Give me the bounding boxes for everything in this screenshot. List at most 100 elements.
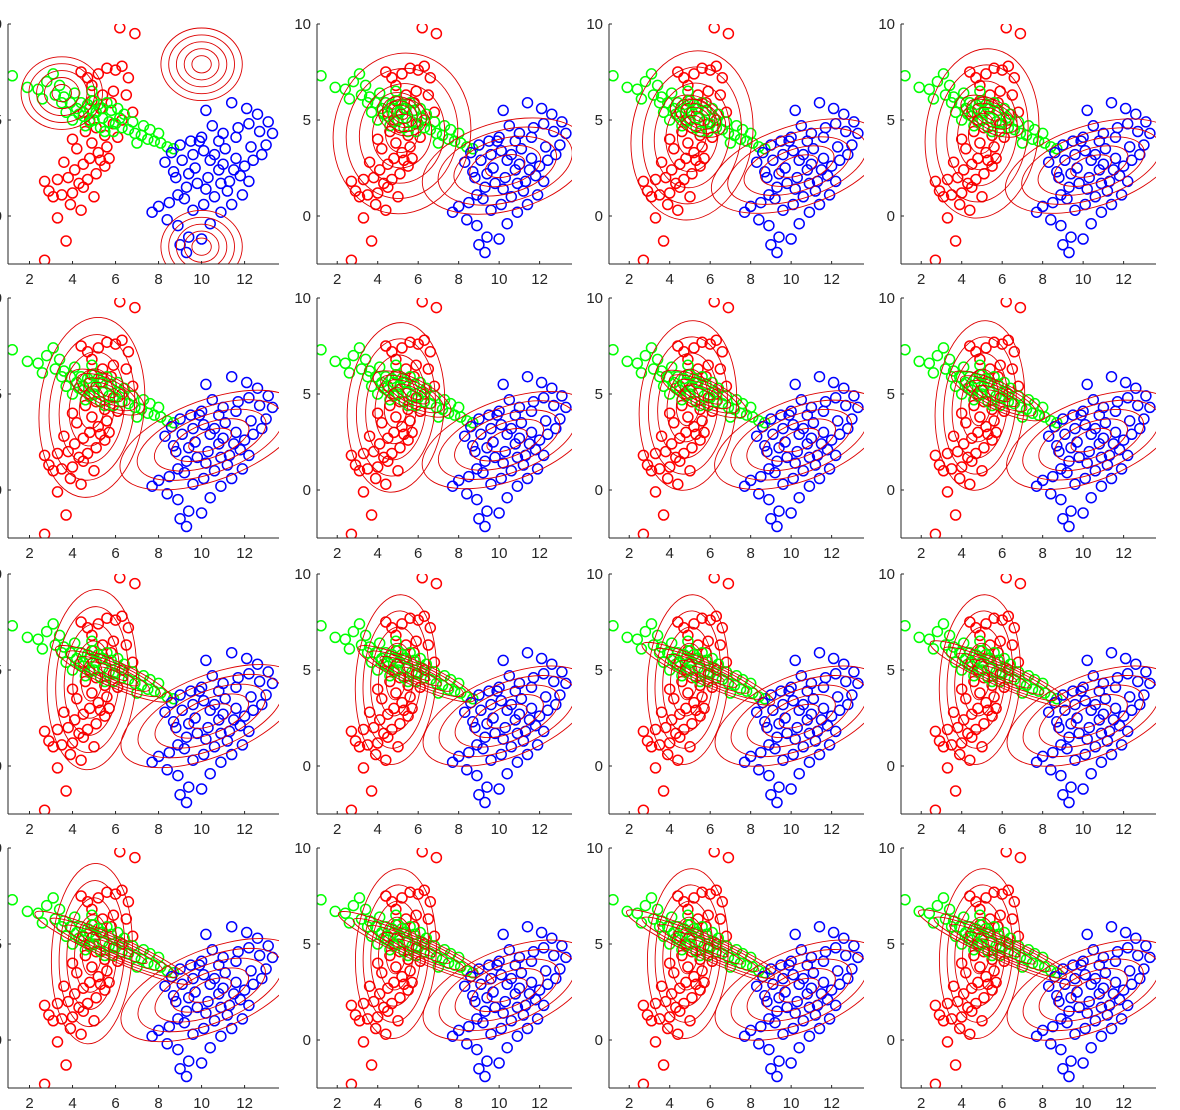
point-red — [702, 635, 714, 647]
contour-ellipse — [354, 594, 437, 765]
point-red — [345, 254, 358, 264]
point-blue — [797, 465, 810, 477]
x-tick-label: 12 — [823, 1095, 840, 1110]
point-blue — [533, 984, 546, 996]
point-blue — [159, 156, 171, 168]
point-green — [339, 357, 352, 370]
point-green — [32, 907, 44, 920]
point-blue — [1121, 999, 1134, 1012]
point-red — [953, 472, 966, 485]
point-red — [706, 955, 718, 968]
point-blue — [1134, 422, 1146, 435]
point-red — [974, 79, 986, 92]
point-blue — [180, 246, 193, 259]
point-blue — [773, 505, 785, 517]
point-red — [83, 702, 96, 715]
point-blue — [1089, 741, 1102, 753]
point-blue — [823, 463, 836, 475]
point-green — [137, 394, 150, 406]
point-green — [686, 380, 698, 393]
point-blue — [477, 742, 489, 755]
contour-ellipse — [153, 408, 267, 472]
x-tick-label: 6 — [111, 271, 119, 288]
point-blue — [219, 143, 231, 155]
point-blue — [1105, 96, 1118, 109]
x-tick-label: 2 — [917, 821, 925, 838]
point-blue — [481, 781, 493, 793]
point-blue — [511, 1001, 524, 1014]
point-red — [369, 748, 382, 761]
point-blue — [1063, 1070, 1075, 1083]
point-red — [941, 997, 954, 1010]
point-blue — [525, 976, 538, 989]
contour-ellipse — [1037, 136, 1145, 196]
point-green — [66, 114, 79, 126]
point-red — [345, 528, 358, 538]
point-blue — [829, 942, 842, 954]
point-red — [716, 896, 729, 908]
point-blue — [755, 470, 767, 483]
point-green — [53, 79, 66, 92]
x-tick-label: 10 — [1075, 271, 1092, 288]
point-blue — [1065, 442, 1077, 454]
point-blue — [803, 727, 816, 740]
point-red — [90, 992, 102, 1004]
point-blue — [785, 233, 797, 245]
contour-ellipse — [154, 683, 266, 749]
point-blue — [208, 1015, 221, 1027]
point-blue — [773, 168, 785, 180]
point-green — [937, 618, 950, 630]
point-blue — [260, 689, 272, 701]
point-green — [949, 656, 962, 669]
x-tick-label: 10 — [193, 545, 210, 562]
point-blue — [1047, 470, 1059, 483]
point-green — [96, 102, 109, 115]
point-blue — [1105, 920, 1118, 933]
contour-ellipse — [391, 104, 413, 124]
point-red — [120, 363, 133, 375]
point-red — [62, 171, 74, 184]
point-red — [66, 957, 79, 969]
point-red — [424, 622, 437, 634]
point-red — [71, 143, 83, 155]
contour-ellipse — [332, 52, 472, 215]
point-blue — [771, 796, 783, 809]
point-blue — [493, 783, 505, 795]
point-green — [339, 633, 352, 646]
point-blue — [215, 756, 227, 768]
point-blue — [225, 472, 238, 485]
x-tick-label: 2 — [25, 1095, 33, 1110]
point-green — [359, 903, 372, 916]
point-red — [655, 156, 668, 168]
point-green — [712, 658, 725, 670]
point-blue — [1077, 783, 1089, 795]
y-tick-label: 10 — [586, 840, 603, 857]
y-tick-label: 10 — [0, 566, 2, 583]
contour-ellipse — [438, 949, 572, 1032]
point-blue — [1085, 217, 1097, 230]
point-red — [976, 741, 988, 753]
point-green — [373, 87, 386, 99]
point-blue — [477, 466, 489, 479]
point-green — [378, 382, 390, 394]
point-red — [955, 461, 968, 473]
point-red — [672, 66, 684, 78]
point-green — [665, 361, 678, 373]
point-green — [678, 372, 690, 385]
y-tick-label: 5 — [303, 936, 311, 953]
point-red — [398, 154, 410, 167]
point-blue — [1095, 451, 1108, 464]
y-tick-label: 0 — [887, 482, 895, 499]
point-blue — [159, 430, 171, 442]
point-blue — [505, 741, 518, 753]
x-tick-label: 2 — [333, 1095, 341, 1110]
point-blue — [793, 704, 805, 717]
point-green — [686, 930, 698, 943]
point-red — [75, 340, 87, 352]
point-blue — [1140, 390, 1152, 402]
point-green — [32, 633, 44, 646]
point-blue — [765, 513, 777, 525]
point-red — [974, 411, 986, 423]
x-tick-label: 2 — [25, 821, 33, 838]
